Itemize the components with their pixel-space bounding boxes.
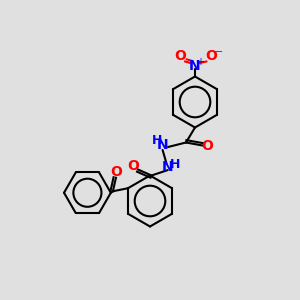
Text: −: −: [214, 46, 223, 57]
Text: N: N: [157, 138, 168, 152]
Text: N: N: [189, 59, 201, 73]
Text: H: H: [152, 134, 162, 147]
Text: O: O: [110, 165, 122, 179]
Text: O: O: [128, 159, 140, 173]
Text: +: +: [196, 56, 204, 67]
Text: O: O: [174, 50, 186, 63]
Text: N: N: [162, 160, 174, 174]
Text: H: H: [169, 158, 180, 171]
Text: O: O: [206, 50, 218, 63]
Text: O: O: [201, 139, 213, 152]
